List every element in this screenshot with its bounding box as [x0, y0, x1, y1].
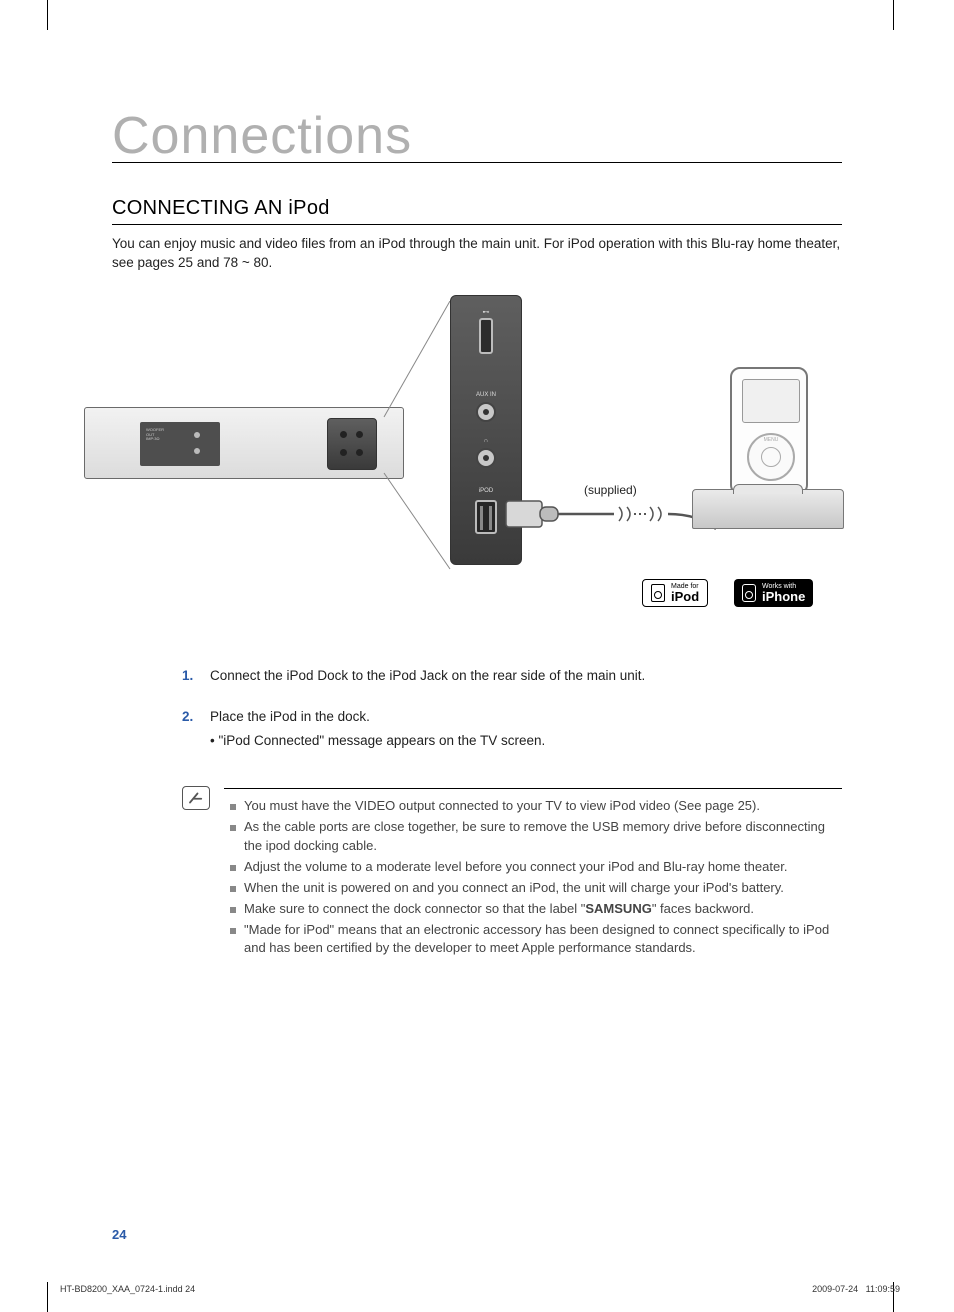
ipod-clickwheel-icon: MENU	[747, 433, 795, 481]
chapter-title: Connections	[112, 110, 842, 163]
main-unit-inset: WOOFEROUTIMP:3Ω	[140, 422, 220, 466]
ipod-badge-text: Made for iPod	[671, 583, 699, 603]
headphone-port-icon	[476, 448, 496, 468]
main-unit-outline: WOOFEROUTIMP:3Ω	[84, 407, 404, 479]
page-content: Connections CONNECTING AN iPod You can e…	[112, 110, 842, 960]
ipod-device: MENU	[730, 367, 808, 495]
zoom-lines-icon	[372, 301, 462, 581]
step-number: 1.	[182, 666, 200, 686]
step-sub-bullet: • "iPod Connected" message appears on th…	[210, 731, 545, 751]
supplied-label: (supplied)	[584, 483, 637, 497]
note-icon	[182, 786, 210, 810]
notes-divider	[224, 788, 842, 789]
works-with-iphone-badge: Works with iPhone	[734, 579, 813, 607]
notes-section: You must have the VIDEO output connected…	[182, 788, 842, 958]
main-unit-panel	[327, 418, 377, 470]
note-item: Adjust the volume to a moderate level be…	[230, 858, 842, 877]
note-item: You must have the VIDEO output connected…	[230, 797, 842, 816]
note-item: Make sure to connect the dock connector …	[230, 900, 842, 919]
note-item: When the unit is powered on and you conn…	[230, 879, 842, 898]
notes-list: You must have the VIDEO output connected…	[230, 797, 842, 958]
usb-port-icon	[479, 318, 493, 354]
ipod-dock	[692, 489, 844, 529]
iphone-badge-text: Works with iPhone	[762, 583, 805, 603]
connection-diagram: WOOFEROUTIMP:3Ω ⊷ AUX IN ∩ iPOD	[112, 291, 842, 621]
cable-plug-icon	[504, 493, 674, 543]
intro-text: You can enjoy music and video files from…	[112, 235, 842, 273]
note-item: "Made for iPod" means that an electronic…	[230, 921, 842, 959]
footer-filename: HT-BD8200_XAA_0724-1.indd 24	[60, 1284, 195, 1294]
footer-timestamp: 2009-07-24 11:09:59	[812, 1284, 900, 1294]
ipod-screen	[742, 379, 800, 423]
step-1: 1. Connect the iPod Dock to the iPod Jac…	[182, 666, 842, 686]
made-for-ipod-badge: Made for iPod	[642, 579, 708, 607]
section-title: CONNECTING AN iPod	[112, 197, 842, 225]
step-text: Connect the iPod Dock to the iPod Jack o…	[210, 666, 645, 686]
step-text: Place the iPod in the dock. • "iPod Conn…	[210, 707, 545, 750]
step-number: 2.	[182, 707, 200, 750]
ipod-badge-icon	[651, 584, 665, 602]
iphone-badge-icon	[742, 584, 756, 602]
aux-in-label: AUX IN	[451, 392, 521, 398]
crop-mark-top-v	[47, 0, 48, 30]
ipod-jack-icon	[475, 500, 497, 534]
aux-in-port-icon	[476, 402, 496, 422]
step-2: 2. Place the iPod in the dock. • "iPod C…	[182, 707, 842, 750]
crop-mark-tr-v	[893, 0, 894, 30]
note-item: As the cable ports are close together, b…	[230, 818, 842, 856]
page-number: 24	[112, 1227, 126, 1242]
headphone-label: ∩	[451, 438, 521, 444]
crop-mark-bl-v	[47, 1282, 48, 1312]
instruction-steps: 1. Connect the iPod Dock to the iPod Jac…	[182, 666, 842, 751]
